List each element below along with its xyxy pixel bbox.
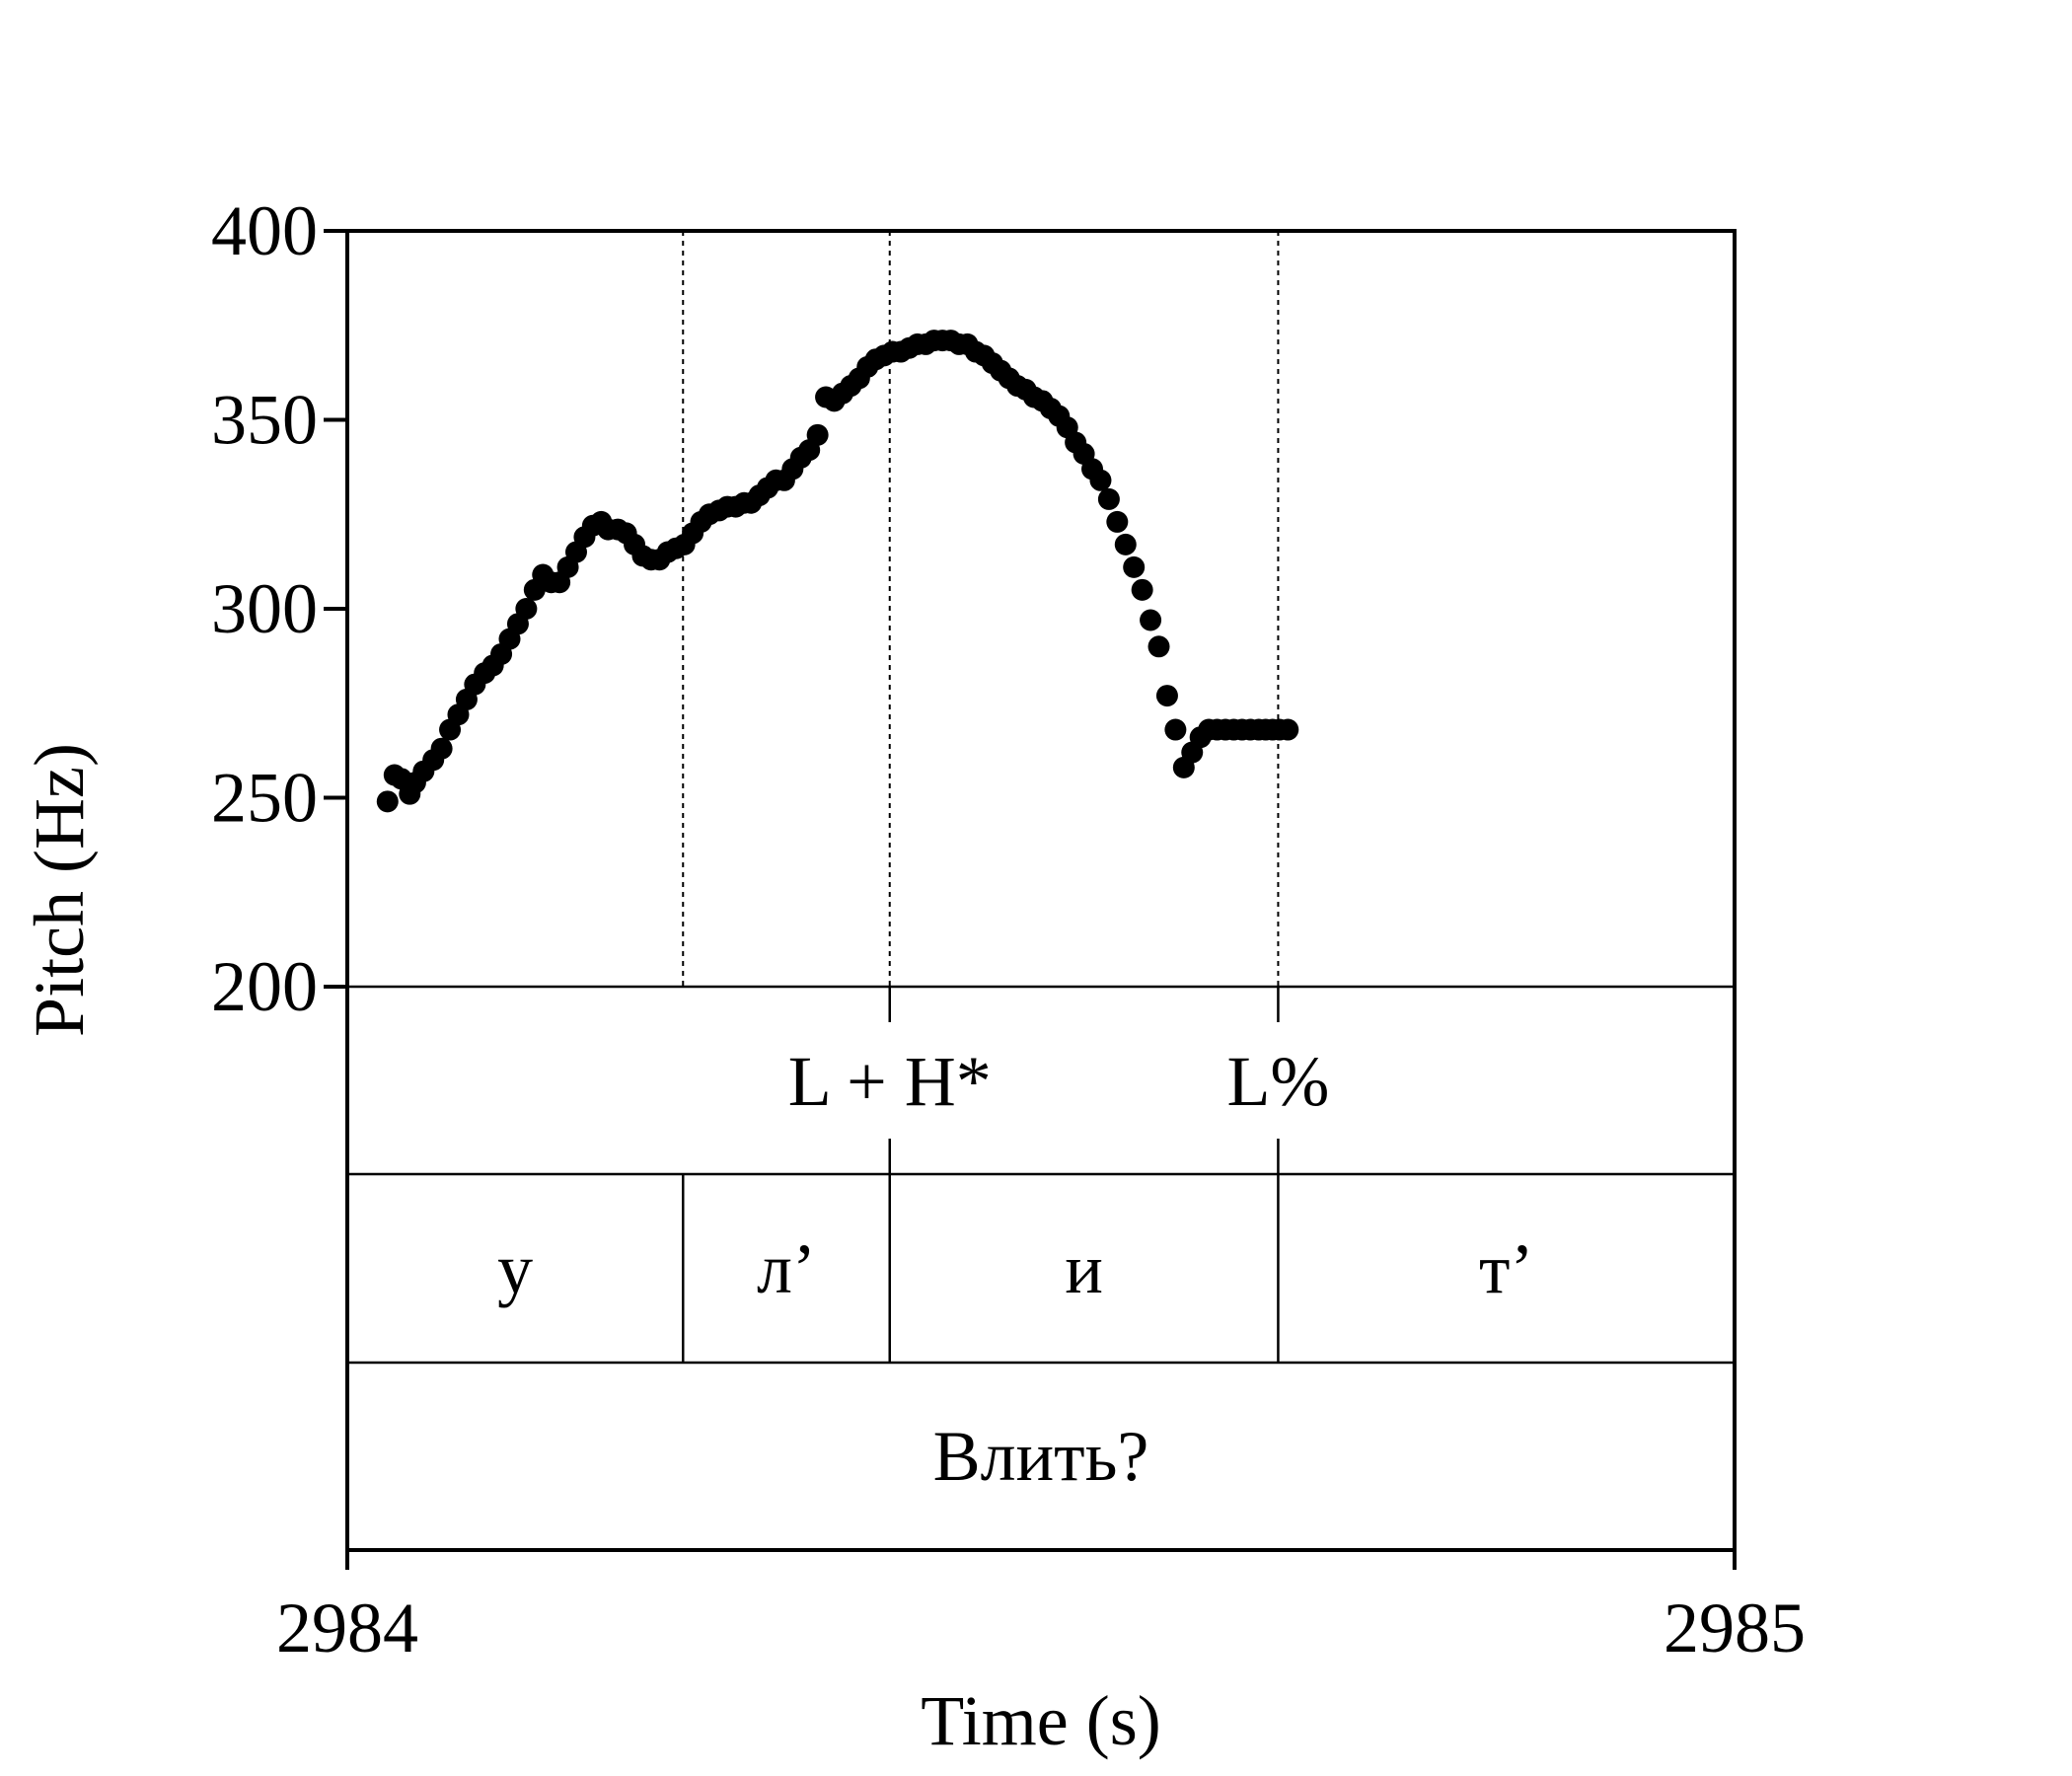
pitch-points — [376, 330, 1299, 813]
pitch-point — [1155, 685, 1178, 707]
pitch-point — [1277, 718, 1299, 741]
x-axis: 2984 2985 — [276, 1550, 1806, 1667]
segment-label: у — [497, 1229, 533, 1308]
x-axis-title: Time (s) — [921, 1681, 1160, 1760]
tier-labels: L + H* L% у л’ и т’ Влить? — [497, 1042, 1533, 1496]
pitch-point — [1140, 609, 1162, 631]
pitch-point — [1114, 533, 1137, 555]
segment-label: л’ — [757, 1229, 816, 1308]
y-tick-label: 400 — [211, 191, 318, 270]
pitch-point — [1131, 578, 1153, 601]
word-label: Влить? — [933, 1417, 1149, 1496]
boundary-lines — [682, 231, 1280, 1363]
pitch-point — [1147, 635, 1170, 658]
tone-label: L + H* — [788, 1042, 992, 1121]
x-tick-label: 2984 — [276, 1589, 418, 1667]
pitch-point — [430, 737, 453, 760]
y-tick-label: 200 — [211, 947, 318, 1026]
pitch-point — [1164, 718, 1187, 741]
y-tick-label: 300 — [211, 569, 318, 648]
x-tick-label: 2985 — [1664, 1589, 1806, 1667]
y-axis: 200 250 300 350 400 — [211, 191, 347, 1026]
pitch-point — [1123, 555, 1146, 578]
tone-label: L% — [1226, 1042, 1329, 1121]
y-tick-label: 250 — [211, 759, 318, 838]
pitch-point — [1097, 487, 1120, 510]
pitch-point — [376, 790, 399, 813]
y-axis-title: Pitch (Hz) — [20, 743, 99, 1037]
pitch-point — [1089, 469, 1112, 491]
pitch-point — [515, 598, 538, 620]
pitch-point — [806, 423, 829, 446]
pitch-point — [1106, 510, 1129, 533]
segment-label: и — [1065, 1229, 1103, 1308]
plot-frame — [345, 229, 1737, 1552]
y-tick-label: 350 — [211, 381, 318, 460]
segment-label: т’ — [1479, 1229, 1533, 1308]
